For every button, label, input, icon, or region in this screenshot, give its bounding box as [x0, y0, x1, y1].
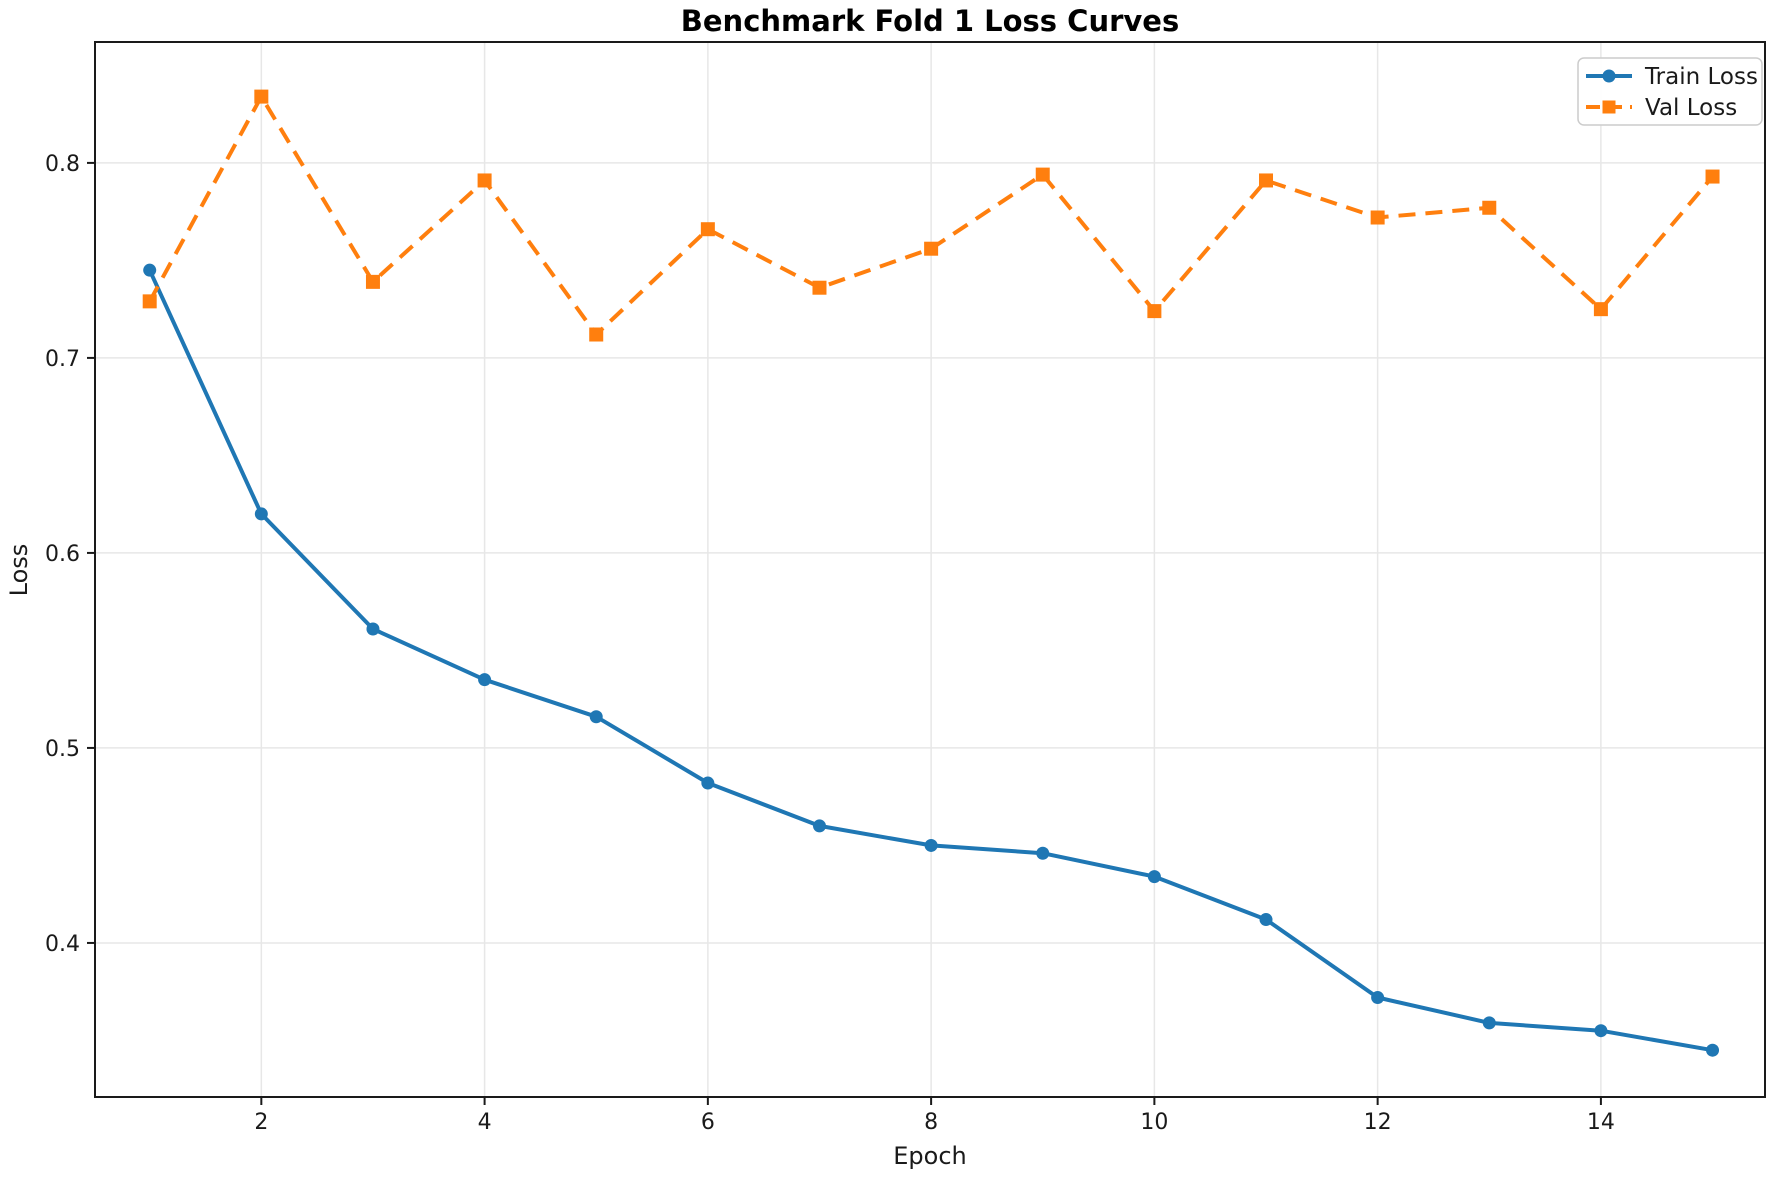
y-tick-label: 0.6 — [45, 542, 80, 567]
y-axis-label: Loss — [5, 544, 33, 597]
val-loss-point — [924, 241, 939, 256]
train-loss-point — [1706, 1043, 1720, 1057]
legend-item-train-loss: Train Loss — [1586, 64, 1758, 90]
val-loss-point — [1370, 210, 1385, 225]
x-tick-label: 2 — [254, 1110, 268, 1135]
train-loss-point — [1036, 846, 1050, 860]
train-loss-point — [1371, 991, 1385, 1005]
y-tick-label: 0.5 — [45, 737, 80, 762]
val-loss-point — [1482, 200, 1497, 215]
chart-title: Benchmark Fold 1 Loss Curves — [681, 4, 1179, 38]
val-loss-point — [1147, 304, 1162, 319]
x-tick-label: 4 — [478, 1110, 492, 1135]
x-tick-label: 14 — [1587, 1110, 1615, 1135]
val-loss-point — [142, 294, 157, 309]
train-loss-point — [143, 263, 157, 277]
val-loss-point — [700, 222, 715, 237]
train-loss-point — [701, 776, 715, 790]
train-loss-point — [812, 819, 826, 833]
y-tick-label: 0.8 — [45, 152, 80, 177]
x-tick-label: 10 — [1140, 1110, 1168, 1135]
x-tick-label: 6 — [701, 1110, 715, 1135]
val-loss-legend-marker-icon — [1602, 100, 1616, 114]
val-loss-point — [1705, 169, 1720, 184]
val-loss-point — [1035, 167, 1050, 182]
val-loss-point — [365, 274, 380, 289]
axes-spines — [94, 41, 1766, 1098]
train-loss-point — [1594, 1024, 1608, 1038]
train-loss-point — [478, 673, 492, 687]
train-loss-legend-marker-icon — [1602, 69, 1616, 83]
y-tick-label: 0.4 — [45, 932, 80, 957]
train-loss-point — [254, 507, 268, 521]
val-loss-point — [812, 280, 827, 295]
x-tick-label: 12 — [1364, 1110, 1392, 1135]
train-loss-point — [1482, 1016, 1496, 1030]
val-loss-point — [477, 173, 492, 188]
val-loss-point — [254, 89, 269, 104]
legend-label-train-loss: Train Loss — [1644, 64, 1758, 90]
x-axis-label: Epoch — [893, 1142, 967, 1170]
train-loss-point — [1147, 870, 1161, 884]
train-loss-point — [924, 838, 938, 852]
legend-item-val-loss: Val Loss — [1586, 95, 1737, 121]
val-loss-point — [1259, 173, 1274, 188]
legend: Train Loss Val Loss — [1577, 57, 1763, 126]
val-loss-point — [1593, 302, 1608, 317]
x-tick-label: 8 — [924, 1110, 938, 1135]
val-loss-point — [589, 327, 604, 342]
train-loss-point — [1259, 913, 1273, 927]
legend-label-val-loss: Val Loss — [1645, 95, 1737, 121]
train-loss-point — [589, 710, 603, 724]
plot-area: 2 4 6 8 10 12 14 0.4 0.5 0.6 0.7 0.8 — [45, 41, 1766, 1135]
train-loss-point — [366, 622, 380, 636]
y-tick-label: 0.7 — [45, 347, 80, 372]
